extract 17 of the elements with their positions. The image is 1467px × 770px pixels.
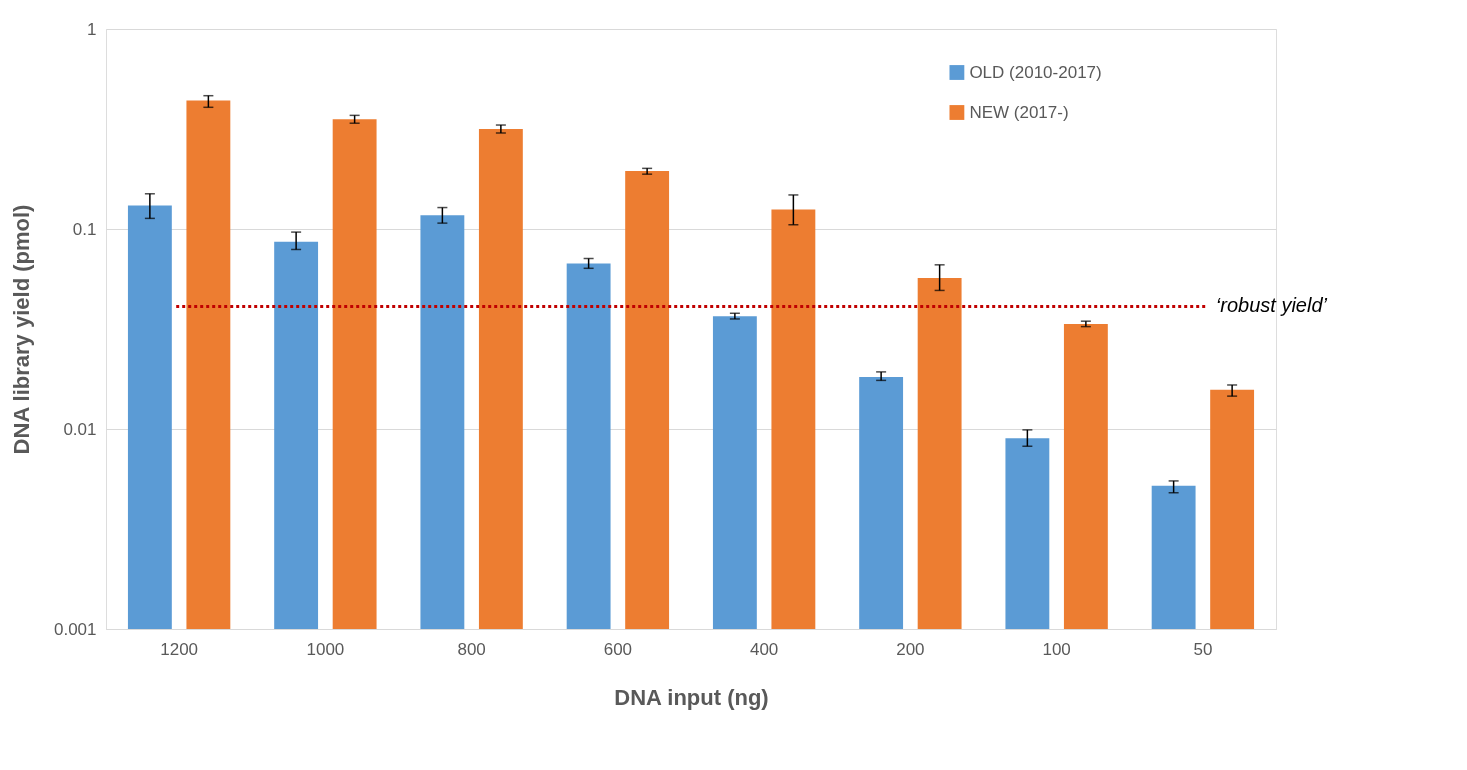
x-tick-label: 400 [749, 639, 779, 659]
y-axis-title: DNA library yield (pmol) [8, 204, 34, 455]
y-tick-label: 0.1 [72, 219, 97, 239]
x-tick-label: 200 [896, 639, 925, 659]
x-tick-label: 50 [1193, 639, 1213, 659]
y-tick-label: 1 [87, 19, 97, 39]
legend-label: NEW (2017-) [969, 102, 1069, 122]
ref-line-label: ‘robust yield’ [1215, 294, 1328, 317]
x-tick-label: 1000 [306, 639, 345, 659]
x-tick-label: 100 [1042, 639, 1071, 659]
y-tick-label: 0.01 [63, 419, 97, 439]
x-tick-label: 600 [603, 639, 633, 659]
x-tick-label: 1200 [160, 639, 199, 659]
x-tick-label: 800 [457, 639, 486, 659]
legend-label: OLD (2010-2017) [969, 62, 1102, 82]
y-tick-label: 0.001 [53, 619, 97, 639]
x-axis-title: DNA input (ng) [614, 684, 769, 710]
